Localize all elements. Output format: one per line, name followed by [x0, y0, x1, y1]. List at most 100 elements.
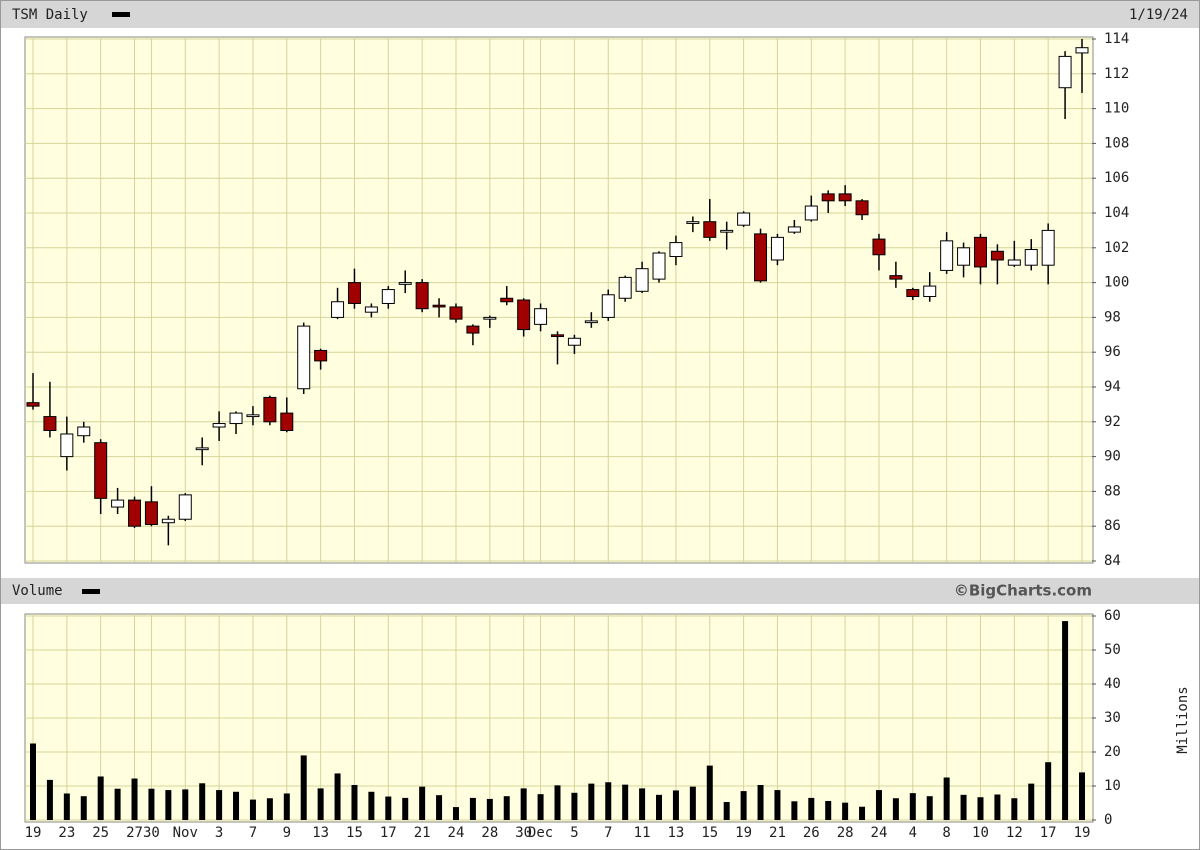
bar: [740, 791, 747, 820]
price-header: [1, 1, 1199, 28]
x-tick-label: 15: [346, 825, 363, 841]
candle-body: [381, 289, 395, 304]
bar: [622, 784, 629, 820]
candle-body: [364, 306, 378, 313]
bar: [46, 779, 53, 820]
bar: [808, 797, 815, 820]
bar: [994, 794, 1001, 820]
bar: [909, 793, 916, 820]
legend-swatch: [112, 12, 130, 17]
candle-body: [178, 494, 192, 520]
candle-body: [347, 282, 361, 304]
candle-body: [280, 412, 294, 432]
y-tick-label: 88: [1104, 483, 1121, 499]
bar: [943, 777, 950, 820]
y-tick-label: 112: [1104, 66, 1129, 82]
bar: [892, 798, 899, 820]
bar: [419, 786, 426, 820]
x-tick-label: 11: [634, 825, 651, 841]
candle-body: [415, 282, 429, 310]
x-tick-label: Dec: [528, 825, 553, 841]
bar: [199, 783, 206, 820]
bar: [503, 796, 510, 820]
candle-body: [703, 221, 717, 238]
x-tick-label: 30: [143, 825, 160, 841]
candle-body: [821, 193, 835, 202]
bar: [656, 794, 663, 820]
x-tick-label: 23: [58, 825, 75, 841]
candle-body: [60, 433, 74, 458]
x-tick-label: Nov: [173, 825, 198, 841]
candle-body: [1024, 249, 1038, 266]
bar: [977, 797, 984, 820]
bar: [148, 788, 155, 820]
bar: [571, 792, 578, 820]
candle-body: [635, 268, 649, 292]
bar: [723, 801, 730, 820]
bar: [791, 801, 798, 820]
candle-body: [584, 320, 598, 324]
y-tick-label: 104: [1104, 205, 1129, 221]
candle-body: [601, 294, 615, 318]
candle-body: [161, 518, 175, 524]
y-tick-label: 96: [1104, 344, 1121, 360]
bar: [960, 794, 967, 820]
y-tick-label: 94: [1104, 379, 1121, 395]
bar: [842, 802, 849, 820]
candle-body: [1075, 47, 1089, 54]
bar: [351, 784, 358, 820]
candle-body: [212, 423, 226, 428]
y-tick-label: 86: [1104, 518, 1121, 534]
bar: [233, 791, 240, 820]
bar: [1028, 783, 1035, 820]
bar: [689, 786, 696, 820]
y-tick-label: 40: [1104, 676, 1121, 692]
bar: [1062, 621, 1069, 820]
x-tick-label: 9: [283, 825, 291, 841]
y-tick-label: 102: [1104, 240, 1129, 256]
bar: [114, 788, 121, 820]
x-tick-label: 8: [942, 825, 950, 841]
candle-body: [923, 285, 937, 298]
candle-body: [990, 250, 1004, 261]
x-tick-label: 5: [570, 825, 578, 841]
candle-body: [1058, 55, 1072, 89]
x-tick-label: 15: [701, 825, 718, 841]
x-tick-label: 17: [380, 825, 397, 841]
y-tick-label: 98: [1104, 309, 1121, 325]
candle-body: [195, 447, 209, 451]
x-tick-label: 28: [481, 825, 498, 841]
legend-swatch: [82, 589, 100, 594]
x-tick-label: 25: [92, 825, 109, 841]
bar: [859, 806, 866, 820]
price-panel: [24, 36, 1094, 564]
y-tick-label: 92: [1104, 414, 1121, 430]
x-tick-label: 21: [769, 825, 786, 841]
bar: [1079, 772, 1085, 820]
x-tick-label: 13: [312, 825, 329, 841]
y-tick-label: 10: [1104, 778, 1121, 794]
bar: [926, 796, 933, 820]
candle-body: [737, 212, 751, 226]
bar: [334, 773, 341, 820]
candle-body: [77, 426, 91, 437]
x-tick-label: 21: [414, 825, 431, 841]
y-tick-label: 106: [1104, 170, 1129, 186]
y-tick-label: 50: [1104, 642, 1121, 658]
bar: [216, 790, 223, 820]
candle-body: [787, 226, 801, 233]
bar: [588, 783, 595, 820]
bar: [875, 790, 882, 820]
volume-header: [1, 578, 1199, 604]
bar: [757, 784, 764, 820]
candle-body: [331, 301, 345, 318]
bar: [706, 765, 713, 820]
candle-body: [855, 200, 869, 216]
bar: [266, 798, 273, 820]
candle-body: [517, 299, 531, 331]
bar: [249, 799, 256, 820]
candle-body: [872, 238, 886, 256]
candle-body: [43, 416, 57, 431]
bar: [672, 790, 679, 820]
